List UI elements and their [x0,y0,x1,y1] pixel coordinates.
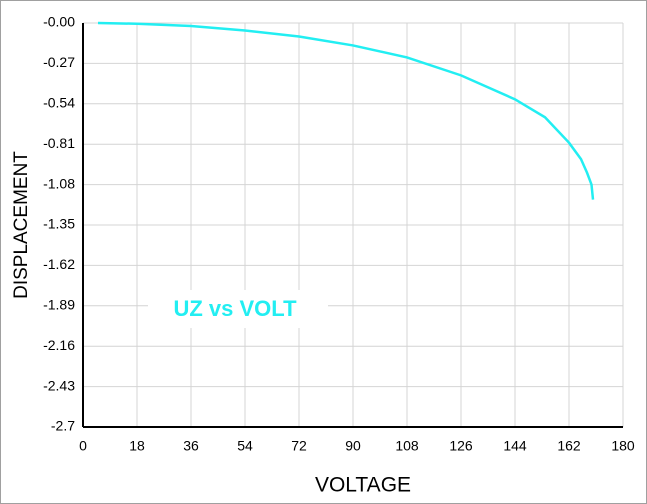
y-tick-label: -2.16 [43,337,75,353]
y-tick-label: -2.43 [43,377,75,393]
x-tick-label: 108 [395,438,419,454]
y-tick-label: -0.00 [43,14,75,30]
y-tick-label: -0.27 [43,54,75,70]
annotation-box [148,290,328,328]
y-tick-label: -1.89 [43,297,75,313]
y-tick-label: -1.35 [43,216,75,232]
x-tick-label: 180 [611,438,635,454]
annotation: UZ vs VOLT [173,296,297,321]
x-tick-label: 162 [557,438,581,454]
x-tick-label: 90 [345,438,361,454]
x-tick-label: 126 [449,438,473,454]
x-tick-label: 72 [291,438,307,454]
x-tick-label: 54 [237,438,253,454]
y-tick-label: -1.62 [43,256,75,272]
y-axis-label: DISPLACEMENT [11,151,32,299]
x-tick-label: 36 [183,438,199,454]
y-tick-label: -0.81 [43,135,75,151]
x-tick-label: 144 [503,438,527,454]
y-tick-label: -1.08 [43,175,75,191]
x-tick-label: 18 [129,438,145,454]
y-tick-label: -0.54 [43,95,75,111]
data-line [97,21,595,200]
y-tick-label: -2.7 [51,418,75,434]
x-tick-label: 0 [79,438,87,454]
x-axis-label: VOLTAGE [315,474,411,497]
